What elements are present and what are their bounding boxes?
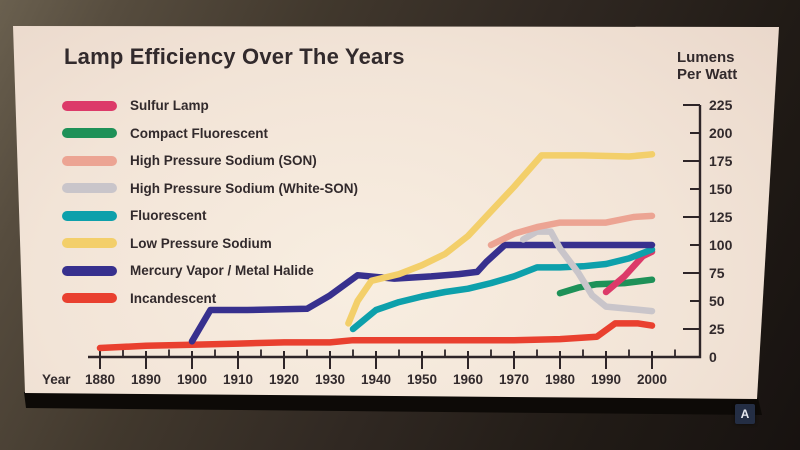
x-tick-label: 1940 [361,372,391,387]
x-tick-label: 1980 [545,372,575,387]
x-tick-label: 1890 [131,372,161,387]
x-tick-label: 1950 [407,372,437,387]
y-tick-label: 225 [709,97,733,113]
legend-swatch [62,183,117,194]
series-line-low-pressure-sodium [345,151,656,327]
y-tick-label: 25 [709,321,725,337]
legend-swatch [62,265,117,276]
legend-label: Low Pressure Sodium [130,235,272,251]
y-axis-title: Lumens Per Watt [677,49,737,83]
legend-swatch [62,100,117,111]
legend-swatch [62,293,117,304]
x-tick-label: 1930 [315,372,345,387]
x-tick-label: 2000 [637,372,667,387]
y-tick-label: 50 [709,293,725,309]
legend-item: High Pressure Sodium (SON) [62,147,358,175]
y-tick-label: 0 [709,349,717,365]
legend-swatch [62,238,117,249]
x-tick-label: 1920 [269,372,299,387]
series-line-compact-fluorescent [556,276,656,297]
legend-item: Fluorescent [62,202,358,230]
legend-item: Low Pressure Sodium [62,230,358,258]
y-tick-label: 200 [709,125,733,141]
legend-label: High Pressure Sodium (SON) [130,153,317,169]
x-tick-label: 1900 [177,372,207,387]
y-tick-label: 125 [709,209,733,225]
legend-item: Sulfur Lamp [62,92,358,120]
legend-swatch [62,210,117,221]
y-tick-label: 75 [709,265,725,281]
legend-swatch [62,128,117,139]
y-tick-label: 100 [709,237,733,253]
x-axis-title: Year [42,372,71,387]
x-tick-label: 1910 [223,372,253,387]
legend-item: Mercury Vapor / Metal Halide [62,257,358,285]
legend-label: Sulfur Lamp [130,98,209,114]
legend-label: Mercury Vapor / Metal Halide [130,263,314,279]
series-line-high-pressure-sodium-white-son [519,228,656,315]
legend-label: Fluorescent [130,208,207,224]
x-tick-label: 1990 [591,372,621,387]
x-tick-label: 1970 [499,372,529,387]
y-tick-label: 150 [709,181,733,197]
legend-label: Compact Fluorescent [130,125,269,141]
legend-item: High Pressure Sodium (White-SON) [62,175,358,203]
legend-item: Incandescent [62,285,358,313]
y-tick-label: 175 [709,153,733,169]
legend-item: Compact Fluorescent [62,120,358,148]
legend-swatch [62,155,117,166]
y-axis-title-line2: Per Watt [677,66,738,83]
chart-title: Lamp Efficiency Over The Years [64,44,405,69]
legend-label: High Pressure Sodium (White-SON) [130,180,359,196]
series-line-fluorescent [349,246,656,333]
series-line-high-pressure-sodium-son [487,212,656,249]
chart-legend: Sulfur Lamp Compact Fluorescent High Press… [62,92,358,312]
series-line-mercury-vapor-metal-halide [188,241,656,345]
panel-corner-badge: A [735,404,755,424]
x-tick-label: 1880 [85,372,115,387]
y-axis-title-line1: Lumens [677,49,735,66]
legend-label: Incandescent [130,290,217,306]
series-line-incandescent [96,320,656,352]
axis-lines [88,105,702,359]
x-tick-label: 1960 [453,372,483,387]
